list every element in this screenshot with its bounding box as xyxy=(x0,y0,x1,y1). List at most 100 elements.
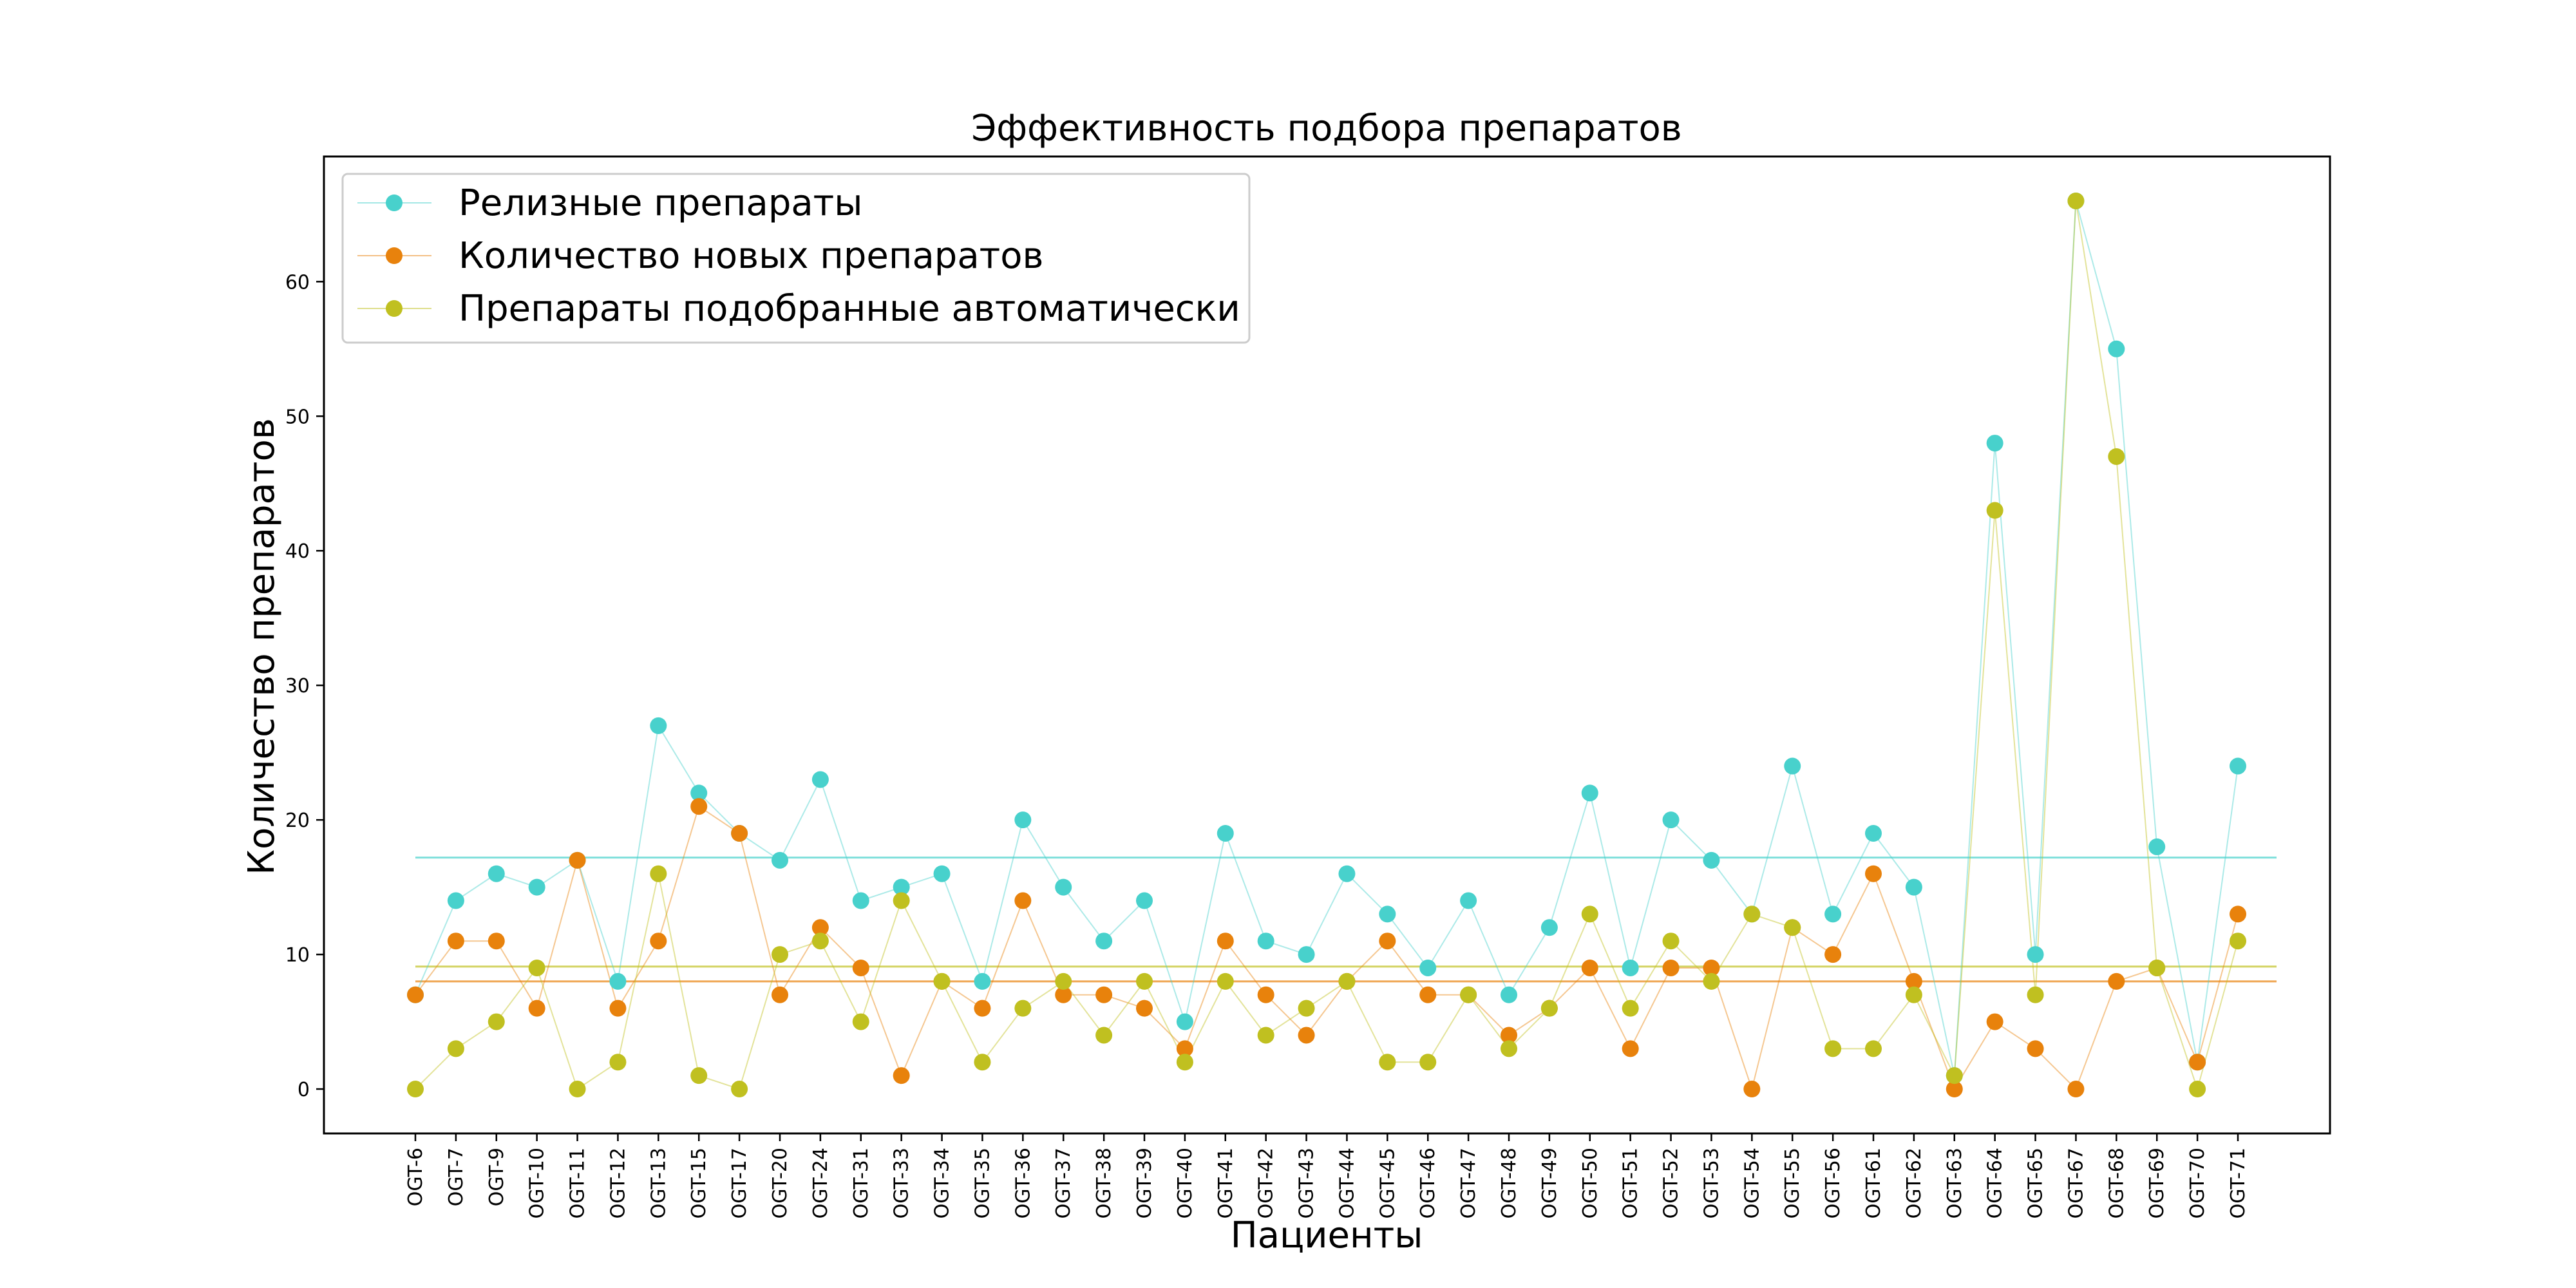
x-tick-label: OGT-6 xyxy=(404,1148,427,1206)
point-series-0 xyxy=(1581,784,1598,802)
x-tick-label: OGT-54 xyxy=(1741,1148,1763,1218)
point-series-0 xyxy=(1865,825,1882,842)
point-series-1 xyxy=(1865,865,1882,882)
x-tick-label: OGT-34 xyxy=(931,1148,954,1218)
point-series-1 xyxy=(1217,933,1234,950)
point-series-1 xyxy=(1055,986,1072,1003)
point-series-2 xyxy=(690,1067,708,1084)
x-tick-label: OGT-49 xyxy=(1539,1148,1561,1218)
point-series-1 xyxy=(974,999,991,1017)
point-series-2 xyxy=(1176,1054,1193,1071)
point-series-1 xyxy=(1014,892,1032,909)
point-series-2 xyxy=(650,865,667,882)
point-series-1 xyxy=(2108,972,2125,990)
y-tick-label: 20 xyxy=(285,810,310,832)
legend: Релизные препараты Количество новых препа… xyxy=(341,173,1251,344)
point-series-1 xyxy=(1257,986,1274,1003)
point-series-0 xyxy=(1540,919,1558,936)
y-tick-label: 0 xyxy=(298,1079,310,1101)
x-tick-label: OGT-35 xyxy=(971,1148,994,1218)
point-series-0 xyxy=(2108,340,2125,357)
point-series-2 xyxy=(1581,905,1598,923)
point-series-1 xyxy=(1581,959,1598,976)
x-tick-label: OGT-71 xyxy=(2227,1148,2249,1218)
x-tick-label: OGT-46 xyxy=(1417,1148,1439,1218)
series-line-2 xyxy=(415,200,2239,1092)
y-tick-label: 30 xyxy=(285,675,310,697)
point-series-1 xyxy=(447,933,464,950)
point-series-2 xyxy=(1095,1027,1113,1044)
point-series-2 xyxy=(1419,1054,1437,1071)
point-series-2 xyxy=(1986,502,2003,519)
point-series-0 xyxy=(1905,878,1922,896)
point-series-0 xyxy=(1501,986,1517,1003)
point-series-1 xyxy=(1743,1081,1761,1098)
x-tick-label: OGT-42 xyxy=(1255,1148,1278,1218)
point-series-0 xyxy=(1298,946,1315,963)
x-tick-label: OGT-70 xyxy=(2186,1148,2209,1218)
point-series-2 xyxy=(2027,986,2044,1003)
point-series-2 xyxy=(1540,999,1558,1017)
x-tick-label: OGT-24 xyxy=(810,1148,832,1218)
point-series-2 xyxy=(488,1013,505,1030)
series-line-1 xyxy=(415,805,2239,1092)
x-tick-label: OGT-50 xyxy=(1579,1148,1602,1218)
x-tick-label: OGT-15 xyxy=(688,1148,710,1218)
point-series-1 xyxy=(1501,1027,1517,1044)
point-series-2 xyxy=(2189,1081,2206,1098)
x-tick-label: OGT-55 xyxy=(1781,1148,1804,1218)
x-tick-label: OGT-10 xyxy=(526,1148,549,1218)
point-series-0 xyxy=(488,865,505,882)
point-series-0 xyxy=(1784,757,1801,775)
legend-label: Количество новых препаратов xyxy=(459,235,1044,277)
x-tick-label: OGT-51 xyxy=(1620,1148,1642,1218)
point-series-0 xyxy=(933,865,951,882)
point-series-2 xyxy=(731,1081,748,1098)
point-series-0 xyxy=(1824,905,1842,923)
legend-box xyxy=(341,173,1251,344)
x-tick-label: OGT-52 xyxy=(1660,1148,1683,1218)
point-series-0 xyxy=(1014,811,1032,829)
point-series-1 xyxy=(1824,946,1842,963)
point-series-2 xyxy=(1217,972,1234,990)
point-series-0 xyxy=(1703,851,1720,869)
x-tick-label: OGT-40 xyxy=(1174,1148,1197,1218)
point-series-1 xyxy=(1176,1040,1193,1057)
point-series-1 xyxy=(2027,1040,2044,1057)
point-series-1 xyxy=(2189,1054,2206,1071)
x-tick-label: OGT-17 xyxy=(728,1148,751,1218)
x-tick-label: OGT-63 xyxy=(1944,1148,1966,1218)
point-series-2 xyxy=(447,1040,464,1057)
point-series-2 xyxy=(1379,1054,1396,1071)
point-series-0 xyxy=(2230,757,2246,775)
point-series-1 xyxy=(1662,959,1680,976)
point-series-2 xyxy=(2067,192,2085,209)
x-tick-label: OGT-13 xyxy=(647,1148,670,1218)
x-tick-label: OGT-20 xyxy=(769,1148,791,1218)
x-tick-label: OGT-33 xyxy=(891,1148,913,1218)
x-tick-label: OGT-44 xyxy=(1336,1148,1358,1218)
chart-title: Эффективность подбора препаратов xyxy=(971,108,1682,149)
point-series-2 xyxy=(1703,972,1720,990)
point-series-1 xyxy=(650,933,667,950)
point-series-1 xyxy=(1136,999,1153,1017)
point-series-2 xyxy=(933,972,951,990)
point-series-2 xyxy=(1784,919,1801,936)
point-series-0 xyxy=(1986,435,2003,452)
point-series-2 xyxy=(1460,986,1477,1003)
point-series-0 xyxy=(447,892,464,909)
point-series-0 xyxy=(1662,811,1680,829)
point-series-2 xyxy=(1622,999,1639,1017)
legend-marker xyxy=(386,300,402,317)
point-series-0 xyxy=(609,972,627,990)
point-series-2 xyxy=(2148,959,2166,976)
point-series-1 xyxy=(811,919,829,936)
point-series-2 xyxy=(852,1013,869,1030)
x-tick-label: OGT-48 xyxy=(1498,1148,1520,1218)
point-series-2 xyxy=(1257,1027,1274,1044)
point-series-2 xyxy=(1905,986,1922,1003)
point-series-1 xyxy=(1905,972,1922,990)
x-tick-label: OGT-7 xyxy=(445,1148,468,1206)
point-series-2 xyxy=(1501,1040,1517,1057)
point-series-1 xyxy=(2067,1081,2085,1098)
